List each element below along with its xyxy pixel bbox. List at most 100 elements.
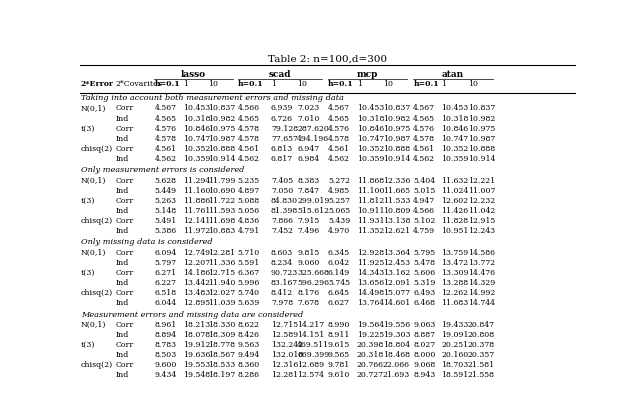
Text: 9.494: 9.494	[237, 351, 260, 359]
Text: 10.846: 10.846	[441, 125, 468, 133]
Text: 18.567: 18.567	[208, 351, 235, 359]
Text: 10.352: 10.352	[183, 145, 211, 153]
Text: 11.426: 11.426	[441, 207, 468, 215]
Text: 11.533: 11.533	[383, 197, 410, 205]
Text: 10.747: 10.747	[356, 135, 384, 143]
Text: 6.813: 6.813	[271, 145, 293, 153]
Text: Measurement errors and missing data are considered: Measurement errors and missing data are …	[81, 311, 303, 319]
Text: 9.563: 9.563	[237, 341, 260, 349]
Text: t(3): t(3)	[81, 341, 95, 349]
Text: 8.943: 8.943	[413, 371, 436, 379]
Text: 4.565: 4.565	[154, 115, 177, 123]
Text: 90.723: 90.723	[271, 269, 298, 277]
Text: 6.984: 6.984	[297, 155, 319, 163]
Text: 11.886: 11.886	[183, 197, 211, 205]
Text: h=0.1: h=0.1	[328, 81, 354, 88]
Text: Corr: Corr	[116, 321, 134, 329]
Text: 11.632: 11.632	[441, 177, 468, 185]
Text: chisq(2): chisq(2)	[81, 289, 113, 297]
Text: 10.888: 10.888	[468, 145, 495, 153]
Text: 6.518: 6.518	[154, 289, 177, 297]
Text: 8.503: 8.503	[154, 351, 177, 359]
Text: 10.747: 10.747	[183, 135, 211, 143]
Text: 18.804: 18.804	[383, 341, 410, 349]
Text: 83.167: 83.167	[271, 279, 298, 287]
Text: 6.947: 6.947	[297, 145, 319, 153]
Text: 4.562: 4.562	[413, 155, 435, 163]
Text: 11.294: 11.294	[183, 177, 211, 185]
Text: 10.318: 10.318	[441, 115, 468, 123]
Text: 5.491: 5.491	[154, 217, 177, 225]
Text: Corr: Corr	[116, 361, 134, 369]
Text: 11.940: 11.940	[208, 279, 236, 287]
Text: 12.281: 12.281	[271, 371, 298, 379]
Text: 18.309: 18.309	[208, 331, 236, 339]
Text: 10.951: 10.951	[441, 227, 468, 235]
Text: 13.162: 13.162	[383, 269, 410, 277]
Text: 13.759: 13.759	[441, 249, 468, 257]
Text: 6.094: 6.094	[154, 249, 177, 257]
Text: 10.982: 10.982	[208, 115, 236, 123]
Text: 14.151: 14.151	[297, 331, 324, 339]
Text: 4.561: 4.561	[237, 145, 260, 153]
Text: 21.558: 21.558	[468, 371, 495, 379]
Text: 14.744: 14.744	[468, 299, 495, 307]
Text: 6.345: 6.345	[328, 249, 350, 257]
Text: 4.562: 4.562	[328, 155, 350, 163]
Text: 5.102: 5.102	[413, 217, 436, 225]
Text: 11.761: 11.761	[183, 207, 211, 215]
Text: 10.318: 10.318	[183, 115, 211, 123]
Text: Ind: Ind	[116, 331, 129, 339]
Text: 19.553: 19.553	[183, 361, 211, 369]
Text: 299.019: 299.019	[297, 197, 330, 205]
Text: 9.063: 9.063	[413, 321, 436, 329]
Text: 20.378: 20.378	[468, 341, 495, 349]
Text: 11.336: 11.336	[208, 259, 236, 267]
Text: 20.808: 20.808	[468, 331, 495, 339]
Text: 4.576: 4.576	[413, 125, 435, 133]
Text: 18.330: 18.330	[208, 321, 236, 329]
Text: Ind: Ind	[116, 279, 129, 287]
Text: 10.888: 10.888	[383, 145, 410, 153]
Text: 10.359: 10.359	[183, 155, 211, 163]
Text: 287.620: 287.620	[297, 125, 329, 133]
Text: 1: 1	[441, 81, 446, 88]
Text: 84.830: 84.830	[271, 197, 298, 205]
Text: 5.235: 5.235	[237, 177, 260, 185]
Text: 5.257: 5.257	[328, 197, 350, 205]
Text: Ind: Ind	[116, 259, 129, 267]
Text: 10.982: 10.982	[383, 115, 410, 123]
Text: 4.985: 4.985	[328, 187, 350, 195]
Text: 6.493: 6.493	[413, 289, 436, 297]
Text: 12.928: 12.928	[356, 249, 384, 257]
Text: lasso: lasso	[181, 70, 206, 79]
Text: 6.939: 6.939	[271, 104, 293, 113]
Text: 8.412: 8.412	[271, 289, 293, 297]
Text: 12.243: 12.243	[468, 227, 495, 235]
Text: 132.242: 132.242	[271, 341, 303, 349]
Text: 4.947: 4.947	[413, 197, 435, 205]
Text: 8.360: 8.360	[237, 361, 260, 369]
Text: mcp: mcp	[357, 70, 378, 79]
Text: 5.056: 5.056	[237, 207, 260, 215]
Text: 13.364: 13.364	[383, 249, 410, 257]
Text: 7.452: 7.452	[271, 227, 293, 235]
Text: 19.636: 19.636	[183, 351, 211, 359]
Text: Corr: Corr	[116, 145, 134, 153]
Text: 7.010: 7.010	[297, 115, 319, 123]
Text: 5.606: 5.606	[413, 269, 435, 277]
Text: 11.665: 11.665	[383, 187, 410, 195]
Text: 2*Error: 2*Error	[81, 81, 114, 88]
Text: scad: scad	[269, 70, 291, 79]
Text: 6.645: 6.645	[328, 289, 350, 297]
Text: 10.883: 10.883	[208, 227, 236, 235]
Text: 6.271: 6.271	[154, 269, 177, 277]
Text: 19.564: 19.564	[356, 321, 384, 329]
Text: 4.567: 4.567	[328, 104, 350, 113]
Text: 5.319: 5.319	[413, 279, 436, 287]
Text: 8.000: 8.000	[413, 351, 436, 359]
Text: 4.566: 4.566	[237, 104, 260, 113]
Text: 10.837: 10.837	[383, 104, 410, 113]
Text: 10.352: 10.352	[441, 145, 468, 153]
Text: 5.015: 5.015	[413, 187, 436, 195]
